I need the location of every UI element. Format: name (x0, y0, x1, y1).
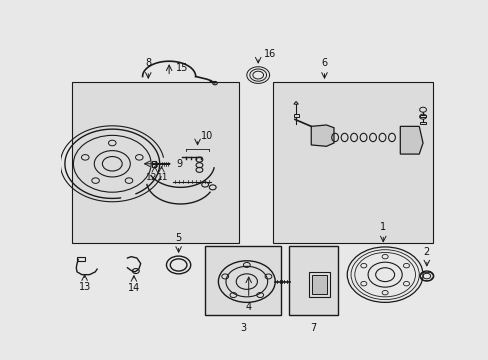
Bar (273, 82, 432, 243)
Bar (309, 272, 329, 297)
Text: 6: 6 (321, 58, 327, 68)
Text: 4: 4 (245, 302, 251, 311)
Text: 15: 15 (175, 63, 187, 73)
Bar (72, 82, 239, 243)
Polygon shape (400, 126, 422, 154)
Text: 2: 2 (423, 247, 429, 257)
Text: 12: 12 (146, 174, 158, 183)
Bar (293, 114, 298, 117)
Polygon shape (311, 125, 333, 146)
Text: 7: 7 (309, 323, 316, 333)
Text: 9: 9 (176, 159, 183, 169)
Bar (152, 161, 156, 167)
Bar (77, 257, 84, 261)
Text: 1: 1 (379, 222, 386, 232)
Text: 5: 5 (175, 233, 182, 243)
Text: 16: 16 (264, 49, 276, 59)
Bar (205, 246, 280, 315)
Text: 13: 13 (79, 282, 91, 292)
Bar (420, 115, 425, 117)
Bar (420, 122, 425, 124)
Text: 3: 3 (240, 323, 245, 333)
Text: 11: 11 (157, 174, 168, 183)
Bar (288, 246, 337, 315)
Text: 8: 8 (145, 58, 151, 68)
Bar (312, 275, 326, 294)
Text: 10: 10 (201, 131, 213, 141)
Text: 14: 14 (127, 283, 140, 293)
